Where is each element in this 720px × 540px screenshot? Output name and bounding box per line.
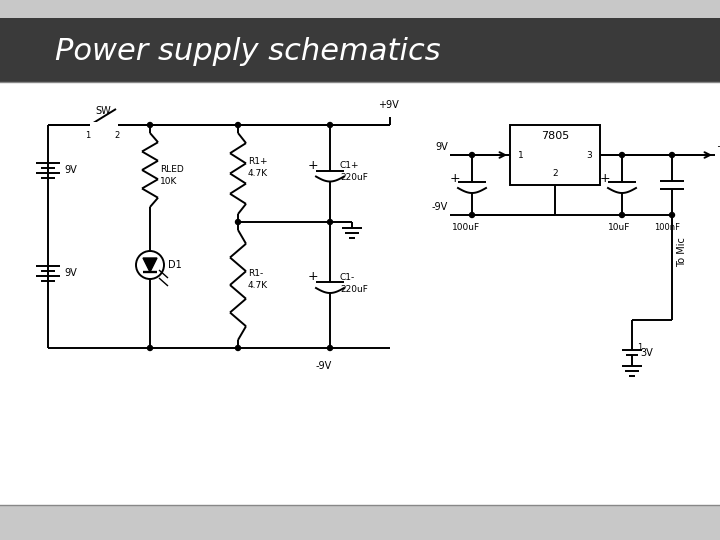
Text: 100uF: 100uF — [452, 222, 480, 232]
Text: 10uF: 10uF — [608, 222, 631, 232]
Text: R1+: R1+ — [248, 157, 268, 166]
Text: SW: SW — [95, 106, 111, 116]
Text: C1+: C1+ — [340, 161, 359, 170]
Text: +: + — [308, 159, 319, 172]
Text: +: + — [600, 172, 611, 186]
Circle shape — [619, 213, 624, 218]
Text: 100nF: 100nF — [654, 222, 680, 232]
Text: 4.7K: 4.7K — [248, 169, 268, 178]
Circle shape — [469, 213, 474, 218]
Circle shape — [235, 123, 240, 127]
Circle shape — [148, 346, 153, 350]
Polygon shape — [143, 258, 157, 272]
Circle shape — [148, 123, 153, 127]
Circle shape — [328, 219, 333, 225]
Text: 10K: 10K — [160, 178, 177, 186]
Text: -9V: -9V — [432, 202, 448, 212]
Text: 7805: 7805 — [541, 131, 569, 141]
Text: C1-: C1- — [340, 273, 355, 281]
Text: +9V: +9V — [378, 100, 399, 110]
Text: To Mic: To Mic — [677, 238, 687, 267]
Text: 1: 1 — [85, 131, 90, 139]
Circle shape — [670, 152, 675, 158]
Text: 2: 2 — [114, 131, 120, 139]
Bar — [0, 0, 720, 18]
Text: +: + — [450, 172, 461, 186]
Text: Power supply schematics: Power supply schematics — [55, 37, 441, 66]
Text: 9V: 9V — [64, 165, 77, 175]
Circle shape — [619, 152, 624, 158]
Text: 2: 2 — [552, 168, 558, 178]
Bar — [90, 122, 118, 128]
Bar — [0, 82, 720, 505]
Circle shape — [670, 213, 675, 218]
Text: 1: 1 — [637, 342, 642, 352]
Text: 3V: 3V — [640, 348, 653, 358]
Text: +5V: +5V — [716, 142, 720, 152]
Text: 220uF: 220uF — [340, 285, 368, 294]
Circle shape — [235, 219, 240, 225]
Text: 9V: 9V — [436, 142, 448, 152]
Text: R1-: R1- — [248, 268, 264, 278]
Text: 1: 1 — [518, 151, 523, 159]
Text: 3: 3 — [586, 151, 592, 159]
Circle shape — [328, 346, 333, 350]
Bar — [0, 505, 720, 540]
Text: +: + — [308, 271, 319, 284]
Text: -9V: -9V — [316, 361, 332, 371]
Circle shape — [328, 123, 333, 127]
Circle shape — [235, 346, 240, 350]
Text: 9V: 9V — [64, 268, 77, 278]
Bar — [510, 125, 600, 185]
Text: 4.7K: 4.7K — [248, 280, 268, 289]
Text: D1: D1 — [168, 260, 181, 270]
Bar — [0, 18, 720, 82]
Circle shape — [469, 152, 474, 158]
Text: RLED: RLED — [160, 165, 184, 174]
Text: 220uF: 220uF — [340, 173, 368, 182]
